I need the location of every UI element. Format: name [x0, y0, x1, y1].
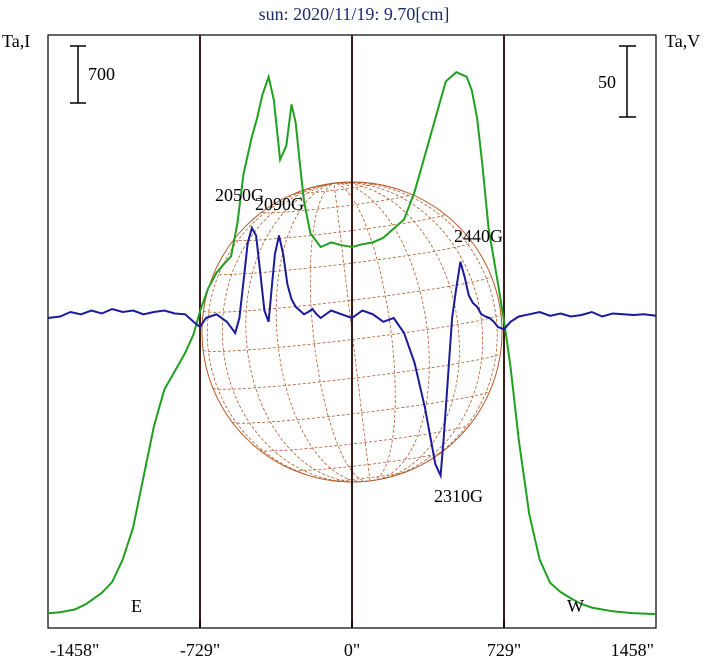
- x-tick-label: 729": [487, 640, 521, 660]
- limb-lines: [199, 35, 505, 628]
- latitude-line: [331, 471, 408, 482]
- annotation-label: 2090G: [255, 194, 304, 214]
- latitude-line: [213, 241, 473, 275]
- annotation-label: 2440G: [454, 226, 503, 246]
- stokes-v-line: [47, 225, 657, 480]
- left-scale-bar: [70, 45, 86, 104]
- longitude-line: [221, 182, 357, 483]
- x-tick-label: -729": [180, 640, 220, 660]
- longitude-line: [334, 182, 498, 475]
- left-scale-value: 700: [88, 64, 115, 84]
- longitude-line: [275, 182, 363, 482]
- x-tick-label: 0": [344, 640, 360, 660]
- right-axis-label: Ta,V: [665, 31, 700, 51]
- latitude-line: [212, 353, 501, 390]
- chart-title: sun: 2020/11/19: 9.70[cm]: [259, 4, 450, 24]
- west-limb-label: W: [567, 596, 584, 616]
- x-tick-label: -1458": [50, 640, 99, 660]
- x-axis-ticks: -1458" -729" 0" 729" 1458": [47, 620, 657, 660]
- annotation-label: 2310G: [434, 486, 483, 506]
- latitude-line: [232, 390, 491, 424]
- latitude-line: [293, 451, 442, 471]
- x-tick-label: 1458": [611, 640, 654, 660]
- longitude-line: [334, 182, 430, 481]
- longitude-line: [334, 182, 460, 480]
- right-scale-bar: [619, 45, 636, 118]
- latitude-line: [259, 424, 471, 452]
- east-limb-label: E: [131, 596, 142, 616]
- annotation-label: 2050G: [215, 185, 264, 205]
- right-scale-value: 50: [598, 72, 616, 92]
- longitude-line: [309, 182, 368, 482]
- longitude-line: [206, 182, 340, 482]
- longitude-line: [334, 182, 396, 482]
- longitude-line: [245, 182, 359, 483]
- left-axis-label: Ta,I: [2, 31, 30, 51]
- stokes-i-line: [47, 71, 657, 616]
